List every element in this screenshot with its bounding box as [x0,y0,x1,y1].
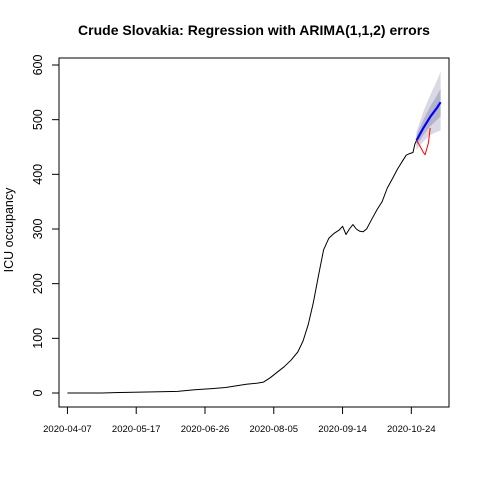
chart-title: Crude Slovakia: Regression with ARIMA(1,… [78,22,430,38]
x-tick-label: 2020-10-24 [387,424,436,435]
y-tick-label: 100 [31,328,45,349]
y-tick-label: 500 [31,109,45,130]
y-tick-label: 200 [31,273,45,294]
y-axis: 0 100 200 300 400 500 600 [31,55,60,396]
y-axis-label: ICU occupancy [2,187,16,273]
y-tick-label: 400 [31,164,45,185]
x-tick-label: 2020-05-17 [112,424,161,435]
y-tick-label: 0 [31,389,45,396]
series-line-observed [67,140,417,394]
x-tick-label: 2020-06-26 [181,424,230,435]
y-tick-label: 300 [31,219,45,240]
plot-frame [58,57,450,408]
series-line-actual_test [416,127,431,156]
x-tick-label: 2020-04-07 [43,424,92,435]
x-axis: 2020-04-07 2020-05-17 2020-06-26 2020-08-05… [43,406,436,435]
y-tick-label: 600 [31,55,45,76]
x-tick-label: 2020-09-14 [318,424,367,435]
x-tick-label: 2020-08-05 [249,424,298,435]
series-lines [67,101,442,394]
series-line-forecast [415,101,442,141]
